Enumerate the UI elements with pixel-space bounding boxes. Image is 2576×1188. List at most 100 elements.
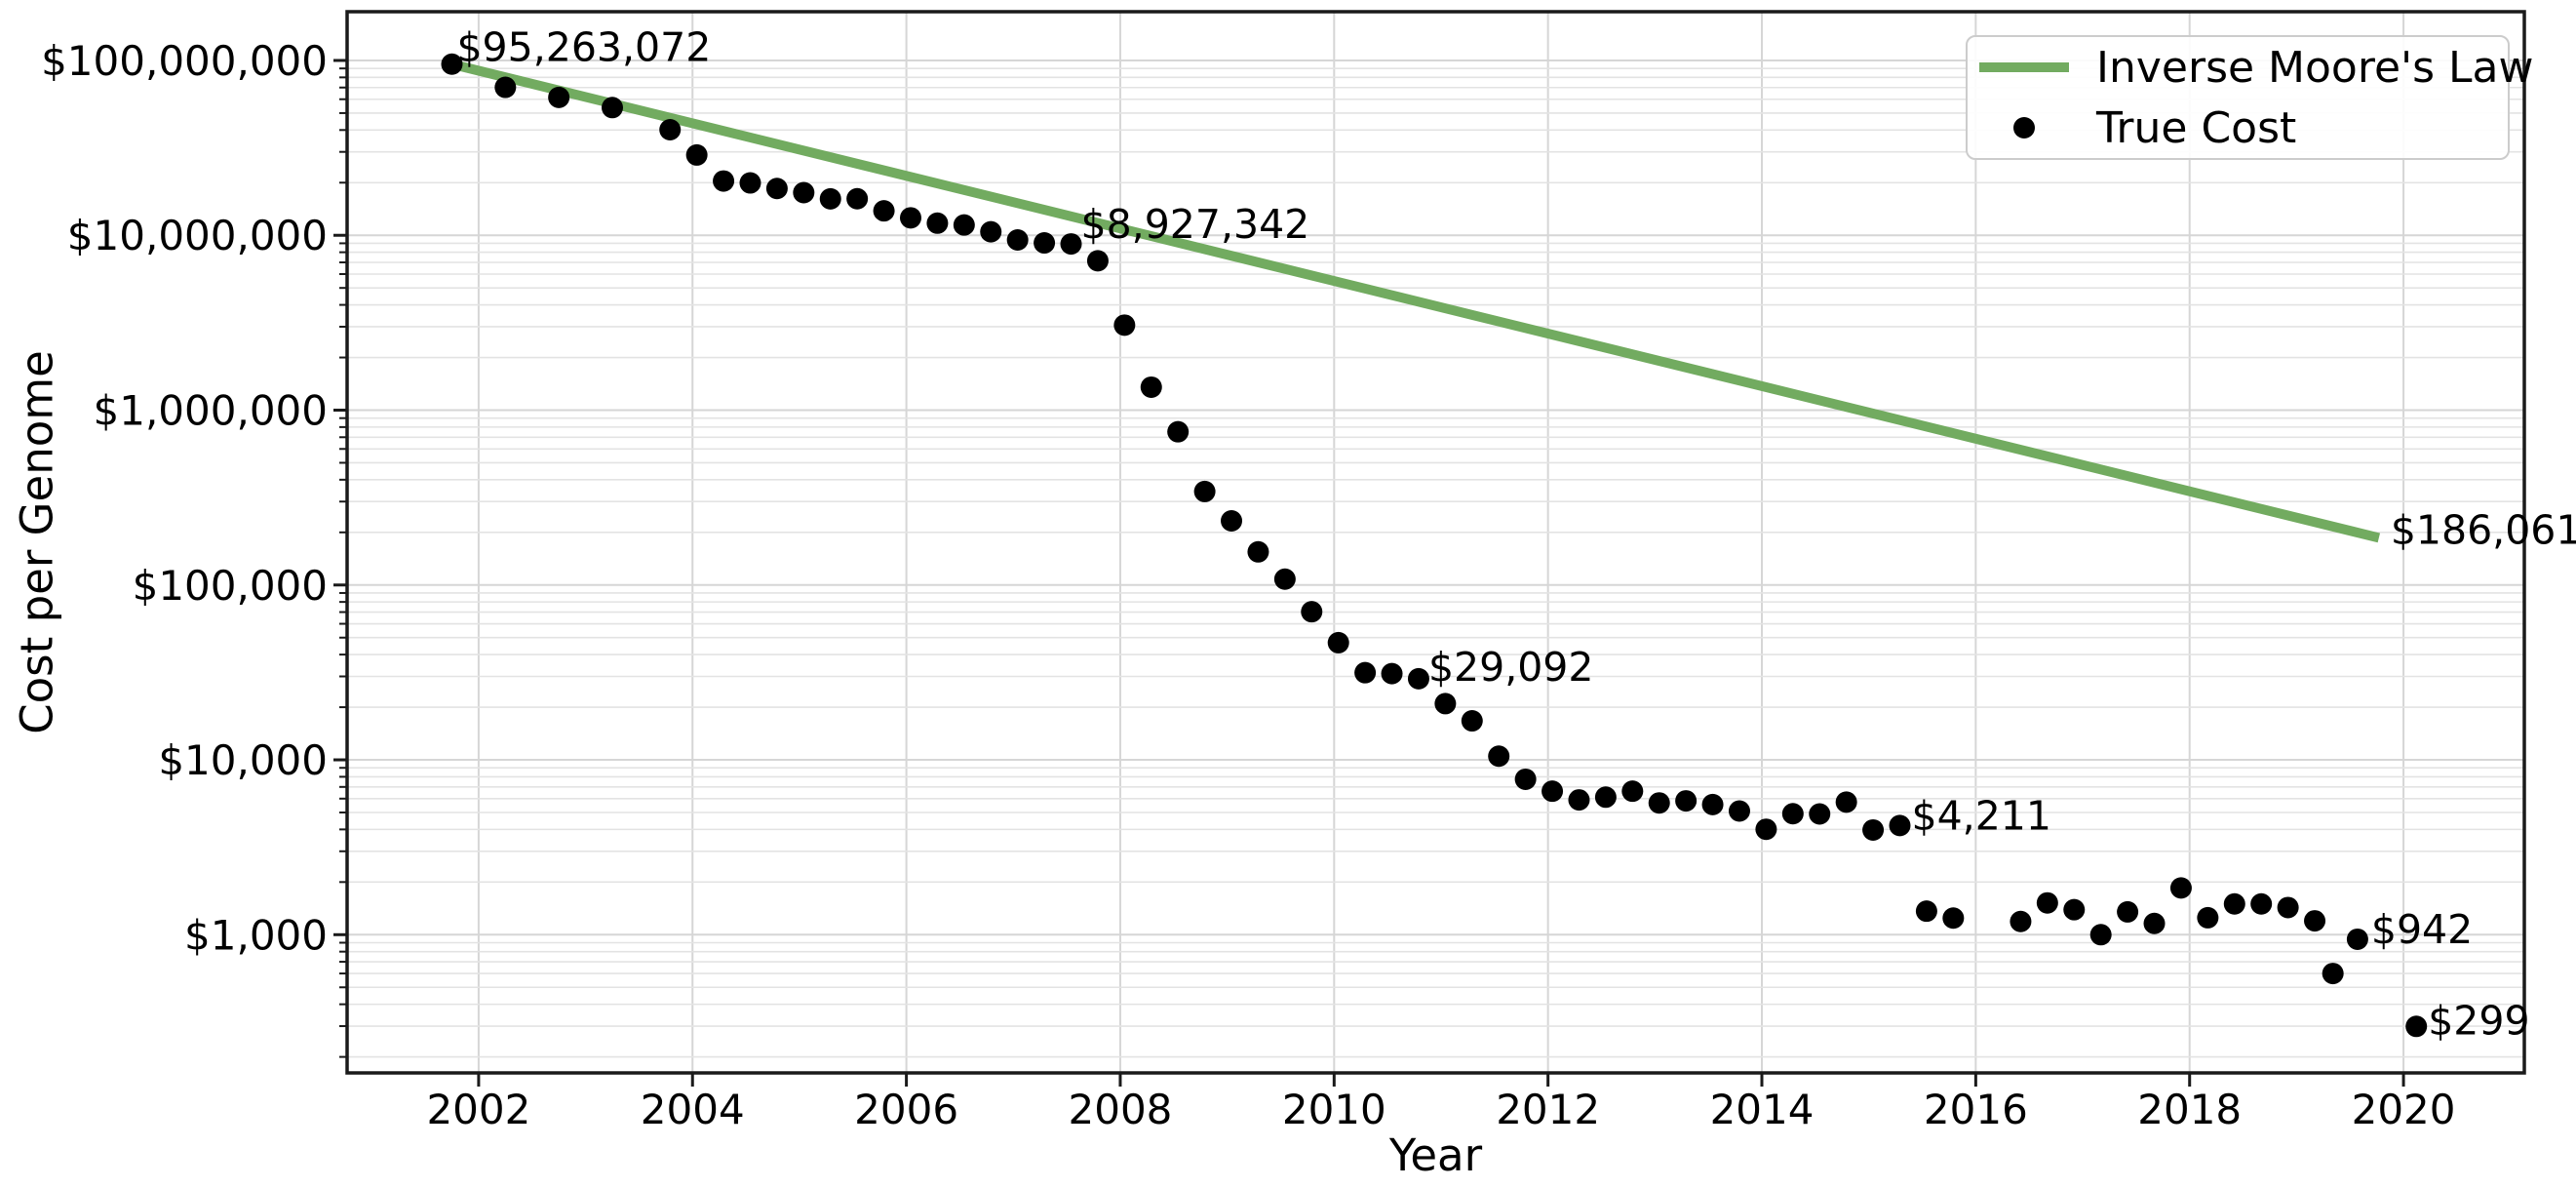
- plot-border: [345, 10, 2526, 1075]
- true-cost-point: [1006, 228, 1029, 251]
- x-tick-label-2012: 2012: [1496, 1086, 1600, 1133]
- true-cost-point: [2089, 924, 2112, 946]
- x-tick-label-2004: 2004: [641, 1086, 745, 1133]
- y-tick-label-1000: $1,000: [184, 911, 328, 959]
- true-cost-point: [1648, 792, 1670, 814]
- true-cost-point: [1060, 233, 1082, 256]
- y-tick-label-1000000: $1,000,000: [94, 387, 328, 435]
- true-cost-point: [1193, 480, 1216, 502]
- true-cost-dot-swatch-icon: [2013, 117, 2035, 139]
- true-cost-point: [2405, 1015, 2428, 1038]
- true-cost-point: [1915, 900, 1937, 923]
- true-cost-point: [1381, 662, 1403, 685]
- true-cost-point: [980, 220, 1002, 243]
- annotation-label-1: $8,927,342: [1081, 201, 1310, 248]
- true-cost-point: [1862, 818, 1885, 841]
- true-cost-point: [2036, 891, 2058, 914]
- true-cost-point: [1461, 710, 1483, 733]
- annotation-label-6: $186,061: [2391, 506, 2576, 553]
- y-tick-label-10000000: $10,000,000: [67, 212, 328, 259]
- y-tick-label-100000: $100,000: [133, 562, 328, 610]
- annotation-label-4: $942: [2371, 906, 2473, 953]
- legend: Inverse Moore's Law True Cost: [1966, 35, 2534, 160]
- x-tick-label-2010: 2010: [1282, 1086, 1386, 1133]
- true-cost-point: [819, 187, 841, 210]
- x-tick-label-2018: 2018: [2137, 1086, 2242, 1133]
- true-cost-point: [1167, 420, 1190, 443]
- true-cost-point: [2304, 910, 2326, 932]
- true-cost-point: [1942, 907, 1965, 930]
- true-cost-point: [1621, 780, 1644, 803]
- true-cost-point: [1488, 745, 1510, 768]
- x-tick-label-2020: 2020: [2352, 1086, 2456, 1133]
- true-cost-point: [739, 172, 761, 194]
- true-cost-point: [1354, 661, 1377, 684]
- annotations-layer: $95,263,072 $8,927,342 $29,092 $4,211 $942 $2…: [456, 24, 2576, 1045]
- true-cost-point: [548, 86, 570, 108]
- true-cost-point: [926, 212, 949, 234]
- true-cost-point: [1273, 568, 1296, 590]
- legend-label-true-cost: True Cost: [2096, 102, 2297, 153]
- true-cost-point: [2117, 900, 2139, 923]
- annotation-label-3: $4,211: [1911, 792, 2050, 839]
- data-layer: [441, 53, 2428, 1038]
- true-cost-point: [1221, 509, 1243, 532]
- y-tick-label-10000: $10,000: [158, 736, 328, 784]
- x-tick-label-2016: 2016: [1924, 1086, 2028, 1133]
- true-cost-point: [1034, 232, 1056, 255]
- true-cost-point: [2169, 877, 2192, 899]
- true-cost-point: [685, 143, 708, 166]
- annotation-label-0: $95,263,072: [456, 24, 711, 71]
- true-cost-point: [1140, 376, 1162, 398]
- true-cost-point: [1514, 768, 1537, 790]
- true-cost-point: [1568, 789, 1590, 812]
- true-cost-point: [1407, 667, 1429, 690]
- annotation-label-5: $299: [2428, 997, 2529, 1044]
- true-cost-point: [765, 178, 788, 200]
- true-cost-point: [2143, 912, 2166, 934]
- true-cost-point: [1247, 540, 1269, 563]
- y-tick-label-100000000: $100,000,000: [41, 37, 328, 85]
- x-tick-label-2006: 2006: [854, 1086, 958, 1133]
- axes-layer: 2002 2004 2006 2008 2010 2012 2014 2016 2018 2020…: [41, 10, 2526, 1133]
- true-cost-point: [1113, 314, 1136, 337]
- true-cost-point: [1781, 803, 1804, 825]
- true-cost-point: [2250, 892, 2273, 915]
- true-cost-point: [2063, 898, 2086, 921]
- true-cost-point: [899, 207, 921, 229]
- inverse-moores-law-line: [450, 59, 2381, 543]
- legend-row-inverse-moores-law: Inverse Moore's Law: [1968, 37, 2534, 98]
- true-cost-point: [713, 170, 735, 192]
- true-cost-point: [2197, 906, 2219, 929]
- true-cost-point: [1594, 786, 1617, 809]
- legend-swatch-cell: [1979, 117, 2069, 139]
- x-tick-label-2002: 2002: [426, 1086, 530, 1133]
- true-cost-point: [953, 214, 975, 236]
- legend-row-true-cost: True Cost: [1968, 98, 2508, 158]
- gridlines-layer: [347, 12, 2524, 1073]
- annotation-label-2: $29,092: [1428, 644, 1594, 691]
- true-cost-point: [2346, 928, 2368, 950]
- true-cost-point: [441, 53, 463, 75]
- true-cost-point: [601, 97, 623, 119]
- true-cost-point: [1542, 780, 1564, 803]
- true-cost-point: [659, 119, 682, 141]
- y-axis-title: Cost per Genome: [11, 350, 63, 734]
- true-cost-point: [1835, 791, 1857, 813]
- true-cost-point: [846, 187, 869, 210]
- true-cost-point: [1327, 631, 1349, 653]
- true-cost-point: [1809, 803, 1831, 825]
- x-tick-label-2014: 2014: [1710, 1086, 1815, 1133]
- x-axis-title: Year: [1388, 1129, 1483, 1181]
- legend-swatch-cell: [1979, 62, 2069, 72]
- true-cost-point: [494, 76, 517, 99]
- true-cost-point: [873, 200, 895, 222]
- true-cost-point: [1701, 793, 1724, 815]
- true-cost-point: [2010, 910, 2032, 932]
- true-cost-point: [2223, 892, 2245, 915]
- true-cost-point: [793, 181, 815, 204]
- true-cost-point: [1434, 693, 1457, 715]
- legend-label-inverse-moores-law: Inverse Moore's Law: [2096, 42, 2534, 93]
